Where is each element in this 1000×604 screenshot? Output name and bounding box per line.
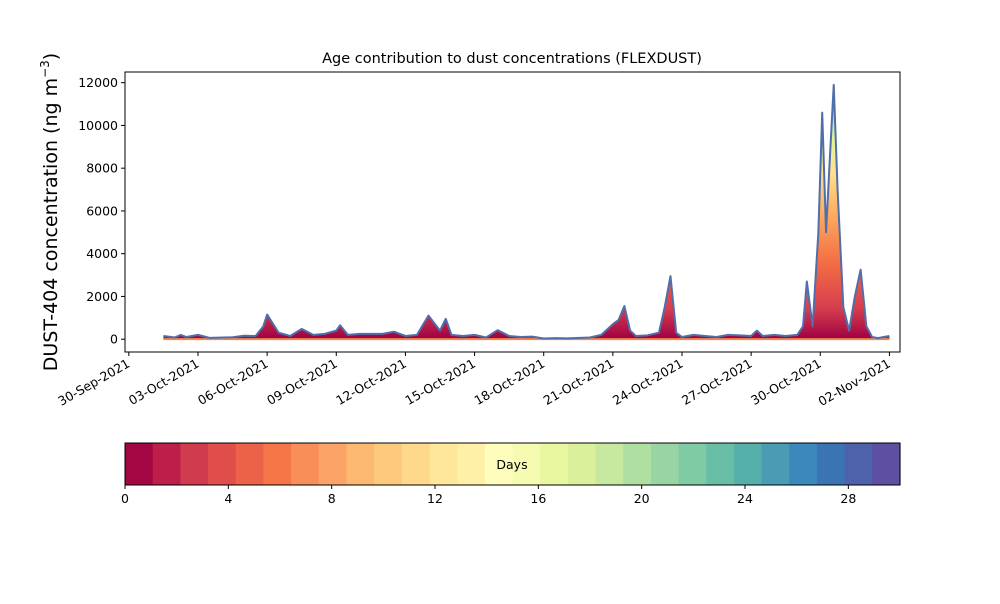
colorbar-tick-label: 20: [634, 491, 650, 506]
x-tick-label: 06-Oct-2021: [195, 356, 271, 408]
colorbar-segment: [318, 443, 348, 485]
y-tick-label: 6000: [86, 203, 118, 218]
y-axis: 0 2000 4000 6000 8000 10000 12000: [78, 75, 125, 347]
y-axis-label: DUST-404 concentration (ng m−3): [38, 53, 62, 371]
x-tick-label: 30-Sep-2021: [55, 356, 132, 409]
colorbar-tick-label: 0: [121, 491, 129, 506]
chart-title: Age contribution to dust concentrations …: [322, 51, 702, 67]
colorbar-segment: [152, 443, 181, 485]
colorbar-segment: [180, 443, 209, 485]
colorbar-tick-label: 12: [427, 491, 443, 506]
y-tick-label: 8000: [86, 161, 118, 176]
x-tick-label: 27-Oct-2021: [679, 356, 755, 408]
x-tick-label: 21-Oct-2021: [541, 356, 617, 408]
colorbar-segment: [816, 443, 846, 485]
y-tick-label: 4000: [86, 246, 118, 261]
x-tick-label: 24-Oct-2021: [610, 356, 686, 408]
x-tick-label: 18-Oct-2021: [472, 356, 548, 408]
colorbar-segment: [595, 443, 624, 485]
total-series-line: [163, 83, 890, 340]
y-tick-label: 10000: [78, 118, 118, 133]
colorbar-segment: [235, 443, 264, 485]
series-area-group: [163, 83, 890, 341]
x-tick-label: 09-Oct-2021: [264, 356, 340, 408]
colorbar: 0 4 8 12 16 20 24 28: [121, 442, 901, 506]
colorbar-segment: [789, 443, 818, 485]
colorbar-segment: [457, 443, 486, 485]
x-tick-label: 03-Oct-2021: [126, 356, 202, 408]
x-tick-label: 30-Oct-2021: [748, 356, 824, 408]
y-axis-label-superscript: −3: [38, 60, 52, 78]
colorbar-segment: [346, 443, 375, 485]
colorbar-segment: [761, 443, 790, 485]
colorbar-segment: [623, 443, 652, 485]
y-tick-label: 0: [110, 332, 118, 347]
colorbar-segment: [650, 443, 680, 485]
colorbar-segment: [263, 443, 292, 485]
plot-frame: [124, 71, 901, 353]
y-tick-label: 12000: [78, 75, 118, 90]
x-tick-label: 02-Nov-2021: [815, 356, 892, 409]
colorbar-segment: [844, 443, 873, 485]
colorbar-segment: [429, 443, 458, 485]
colorbar-segment: [125, 443, 154, 485]
y-axis-label-close: ): [40, 53, 62, 60]
colorbar-frame: [124, 442, 901, 486]
age-stack-area: [163, 84, 890, 340]
colorbar-segment: [706, 443, 735, 485]
plot-area: [124, 71, 901, 353]
colorbar-segment: [733, 443, 763, 485]
y-axis-label-main: DUST-404 concentration (ng m: [40, 78, 62, 371]
x-axis: 30-Sep-202103-Oct-202106-Oct-202109-Oct-…: [55, 352, 893, 409]
colorbar-segment: [678, 443, 707, 485]
colorbar-label: Days: [496, 457, 527, 472]
colorbar-segment: [540, 443, 569, 485]
colorbar-tick-label: 4: [224, 491, 232, 506]
x-tick-label: 15-Oct-2021: [402, 356, 478, 408]
colorbar-tick-label: 16: [530, 491, 546, 506]
colorbar-segment: [401, 443, 431, 485]
colorbar-tick-label: 28: [840, 491, 856, 506]
colorbar-segment: [484, 443, 514, 485]
colorbar-segment: [208, 443, 237, 485]
colorbar-tick-label: 8: [328, 491, 336, 506]
colorbar-segment: [291, 443, 320, 485]
y-tick-label: 2000: [86, 289, 118, 304]
colorbar-tick-label: 24: [737, 491, 753, 506]
colorbar-segment: [512, 443, 541, 485]
colorbar-segment: [872, 443, 901, 485]
x-tick-label: 12-Oct-2021: [333, 356, 409, 408]
colorbar-segment: [374, 443, 403, 485]
colorbar-segment: [567, 443, 597, 485]
